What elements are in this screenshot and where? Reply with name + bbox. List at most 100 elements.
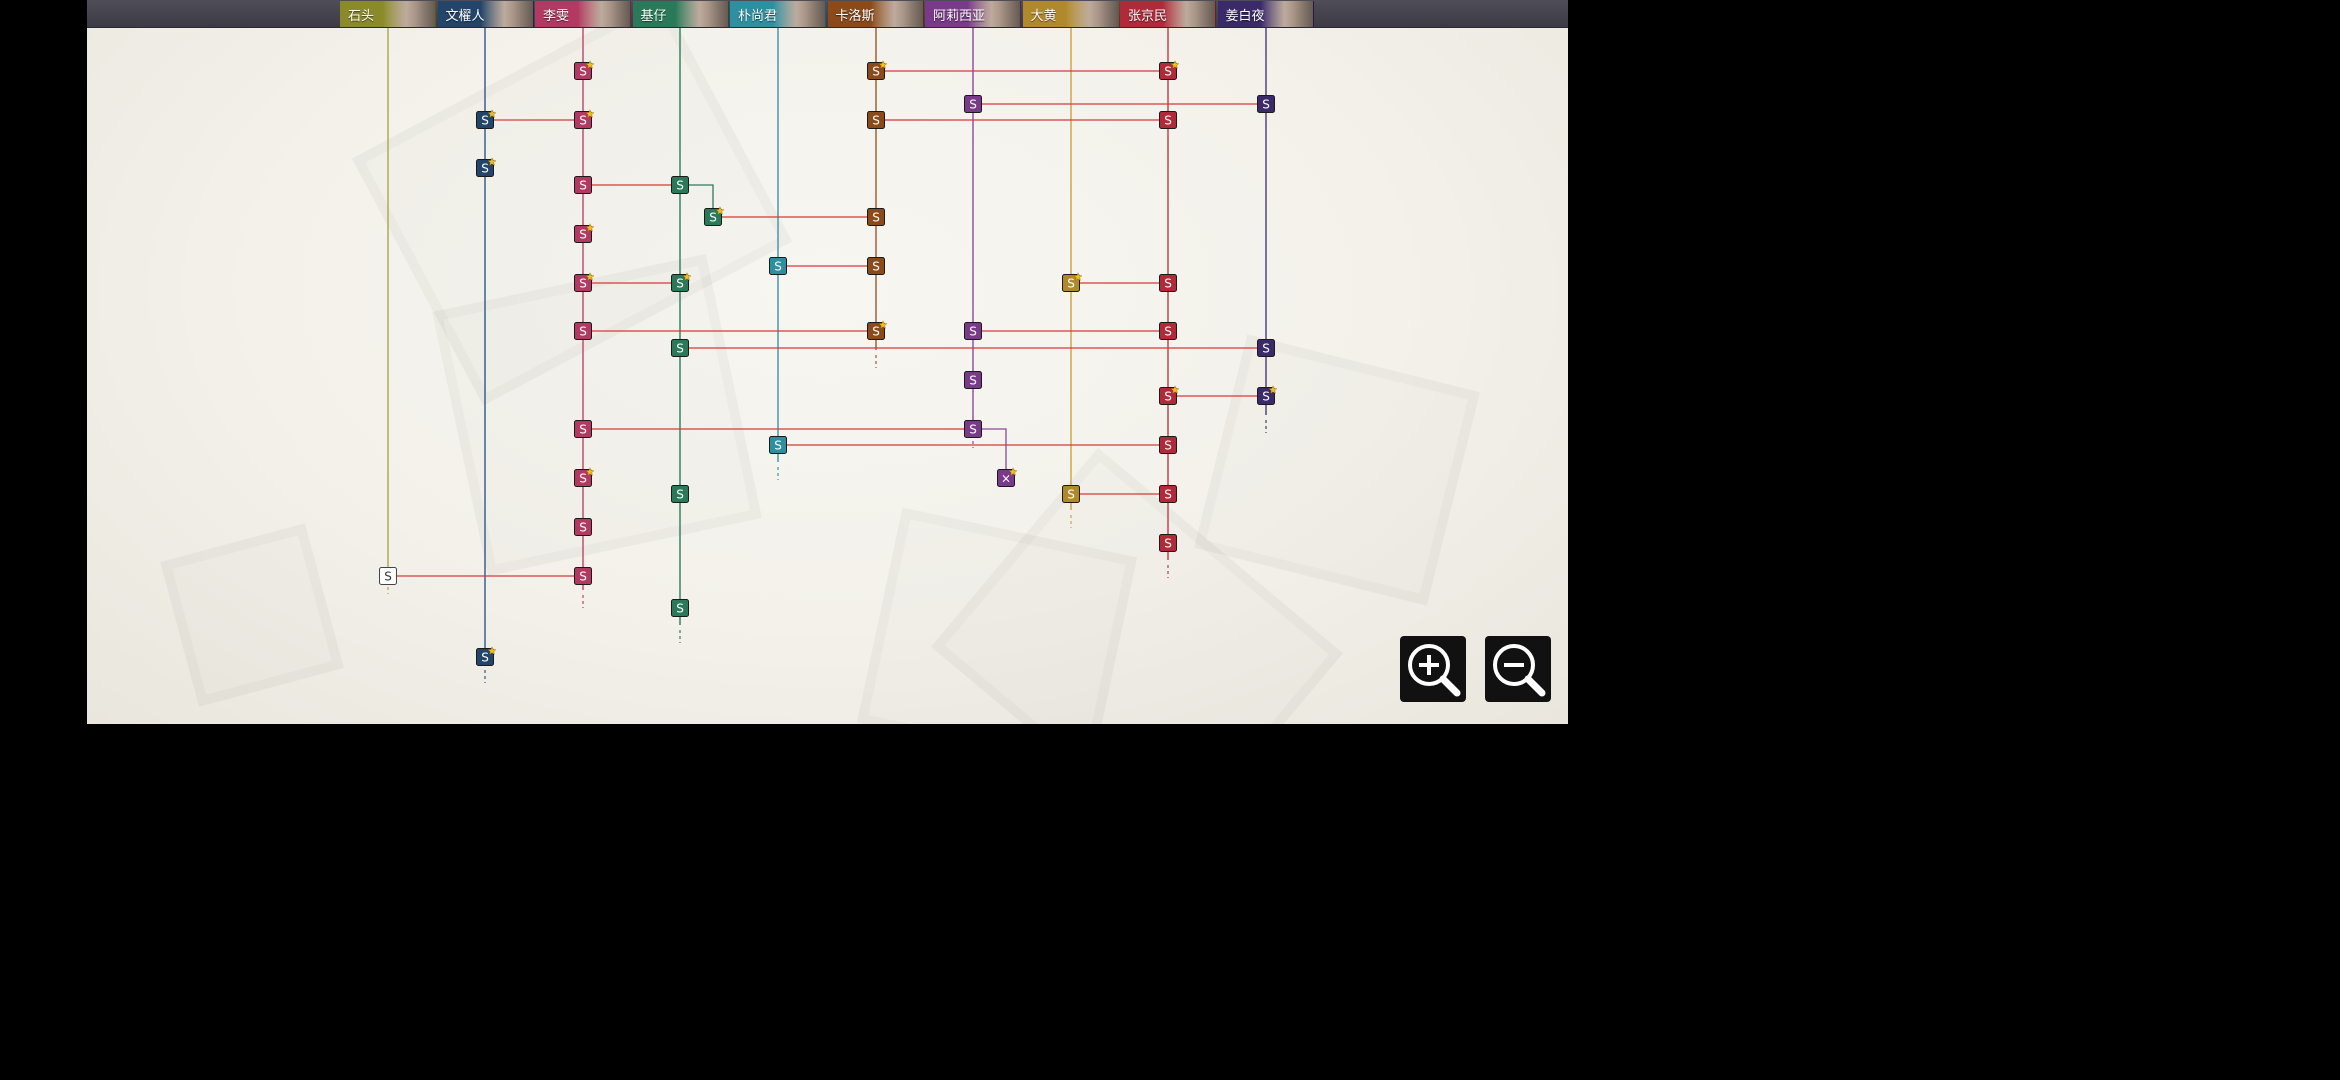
story-node[interactable]: S [964, 371, 982, 389]
story-node[interactable]: S [704, 206, 725, 226]
node-box [769, 257, 787, 275]
story-node[interactable]: S [671, 339, 689, 357]
node-box [1257, 387, 1275, 405]
zoom-in-button[interactable] [1400, 636, 1466, 702]
node-box [867, 322, 885, 340]
story-map-board[interactable] [87, 0, 1568, 724]
node-label: S [579, 228, 587, 242]
story-node[interactable]: S [964, 95, 982, 113]
story-node[interactable]: S [867, 320, 888, 340]
zoom-in-icon [1408, 644, 1461, 697]
story-node[interactable]: S [476, 109, 497, 129]
story-node[interactable]: S [379, 567, 397, 585]
story-node[interactable]: S [1062, 485, 1080, 503]
node-box [964, 322, 982, 340]
story-node[interactable]: S [574, 223, 595, 243]
node-box [1062, 485, 1080, 503]
story-node[interactable]: S [574, 272, 595, 292]
character-tab[interactable]: 张京民 [1120, 1, 1216, 27]
character-portrait [482, 1, 533, 27]
story-node[interactable]: S [574, 467, 595, 487]
node-box [769, 436, 787, 454]
story-route-graph: S S S S S S S S S S S S S S S S S S S S S S S S S S S S S S S × S S S S S S S S… [379, 27, 1278, 683]
star-icon [585, 272, 595, 281]
node-label: S [1067, 488, 1075, 502]
story-node[interactable]: S [671, 272, 692, 292]
node-label: S [774, 260, 782, 274]
node-label: S [676, 602, 684, 616]
story-node[interactable]: S [1159, 534, 1177, 552]
character-tab[interactable]: 石头 [340, 1, 436, 27]
story-node[interactable]: S [574, 420, 592, 438]
character-portrait [1067, 1, 1118, 27]
story-node[interactable]: S [1159, 436, 1177, 454]
character-tab[interactable]: 基仔 [632, 1, 729, 27]
node-label: S [579, 423, 587, 437]
character-tab[interactable]: 李雯 [535, 1, 631, 27]
story-node[interactable]: S [671, 485, 689, 503]
story-node[interactable]: S [867, 208, 885, 226]
node-label: S [872, 211, 880, 225]
node-label: S [1164, 65, 1172, 79]
character-tab[interactable]: 大黄 [1022, 1, 1119, 27]
story-node[interactable]: S [769, 436, 787, 454]
character-tab[interactable]: 朴尚君 [730, 1, 826, 27]
character-name: 张京民 [1128, 9, 1168, 24]
story-node[interactable]: S [1159, 111, 1177, 129]
story-node[interactable]: S [1159, 385, 1180, 405]
story-node[interactable]: S [964, 420, 982, 438]
node-label: S [1164, 114, 1172, 128]
story-node[interactable]: S [867, 257, 885, 275]
node-box [574, 111, 592, 129]
node-box [1257, 339, 1275, 357]
story-node[interactable]: S [1159, 60, 1180, 80]
story-node[interactable]: S [574, 109, 595, 129]
story-node[interactable]: S [867, 111, 885, 129]
zoom-out-button[interactable] [1485, 636, 1551, 702]
story-node[interactable]: S [574, 518, 592, 536]
story-node[interactable]: S [769, 257, 787, 275]
story-node[interactable]: S [574, 176, 592, 194]
node-label: S [579, 472, 587, 486]
story-nodes[interactable]: S S S S S S S S S S S S S S S S S S S S S S S S S S S S S S S × S S S S S S S S… [379, 60, 1278, 666]
node-label: S [579, 325, 587, 339]
story-node[interactable]: S [1257, 95, 1275, 113]
star-icon [585, 109, 595, 118]
node-box [1159, 485, 1177, 503]
story-node[interactable]: S [671, 176, 689, 194]
story-node[interactable]: S [1159, 485, 1177, 503]
node-label: S [872, 65, 880, 79]
story-node[interactable]: S [574, 322, 592, 340]
character-tab[interactable]: 文櫂人 [437, 1, 534, 27]
node-label: S [1164, 488, 1172, 502]
story-node[interactable]: S [574, 567, 592, 585]
node-label: S [579, 570, 587, 584]
character-tab[interactable]: 卡洛斯 [827, 1, 924, 27]
locked-story-node[interactable]: × [997, 467, 1018, 487]
story-node[interactable]: S [671, 599, 689, 617]
story-node[interactable]: S [964, 322, 982, 340]
story-node[interactable]: S [867, 60, 888, 80]
story-node[interactable]: S [574, 60, 595, 80]
node-box [574, 420, 592, 438]
story-node[interactable]: S [1062, 272, 1083, 292]
character-tab[interactable]: 阿莉西亚 [925, 1, 1021, 27]
character-portrait [1262, 1, 1313, 27]
story-node[interactable]: S [476, 646, 497, 666]
story-node[interactable]: S [1257, 339, 1275, 357]
node-label: S [969, 98, 977, 112]
character-tab[interactable]: 姜白夜 [1217, 1, 1314, 27]
story-node[interactable]: S [1159, 274, 1177, 292]
story-node[interactable]: S [1159, 322, 1177, 340]
node-label: S [481, 651, 489, 665]
node-box [867, 257, 885, 275]
character-portrait [775, 1, 825, 27]
node-label: S [579, 65, 587, 79]
story-node[interactable]: S [1257, 385, 1278, 405]
node-label: S [384, 570, 392, 584]
star-icon [1170, 60, 1180, 69]
story-node[interactable]: S [476, 157, 497, 177]
node-box [574, 567, 592, 585]
character-portrait [677, 1, 728, 27]
star-icon [487, 646, 497, 655]
